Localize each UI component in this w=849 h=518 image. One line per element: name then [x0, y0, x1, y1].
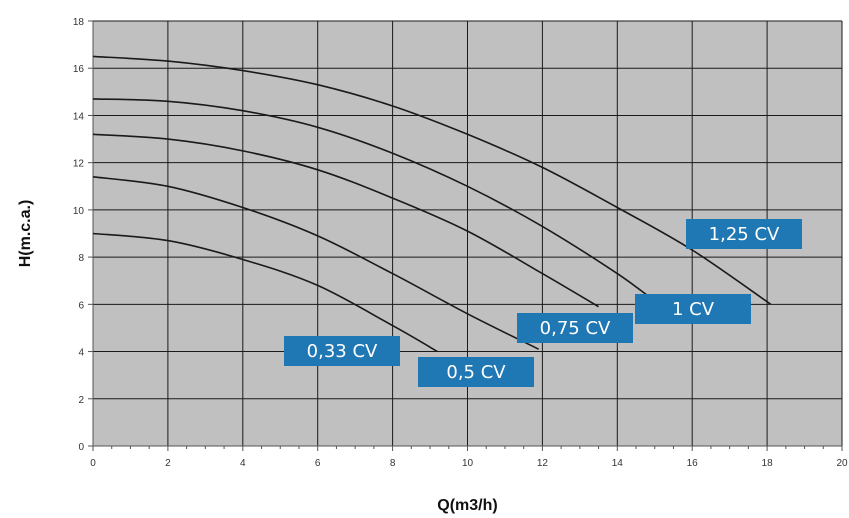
x-tick-label: 10 — [462, 458, 474, 469]
y-tick-label: 0 — [78, 442, 84, 453]
series-lines — [92, 55, 772, 353]
x-axis-title: Q(m3/h) — [437, 497, 497, 514]
series-line-0 — [92, 232, 438, 353]
series-label-2: 0,75 CV — [517, 313, 633, 343]
x-tick-label: 18 — [762, 458, 774, 469]
series-label-text: 0,5 CV — [446, 362, 506, 383]
y-tick-label: 18 — [73, 17, 85, 28]
y-tick-label: 10 — [73, 206, 85, 217]
y-tick-label: 14 — [73, 111, 85, 122]
grid — [93, 20, 843, 446]
series-line-2 — [92, 133, 600, 308]
series-labels: 0,33 CV 0,5 CV 0,75 CV 1 CV 1,25 CV — [284, 219, 802, 387]
series-label-text: 1,25 CV — [709, 224, 780, 245]
y-tick-label: 8 — [78, 253, 84, 264]
x-axis-ticks: 0 2 4 6 8 10 12 14 16 18 20 — [90, 446, 848, 469]
x-tick-label: 0 — [90, 458, 96, 469]
y-tick-label: 6 — [78, 300, 84, 311]
series-line-4 — [92, 55, 772, 305]
y-tick-label: 16 — [73, 64, 85, 75]
y-tick-label: 4 — [78, 348, 84, 359]
series-label-box — [418, 357, 534, 387]
x-tick-label: 2 — [165, 458, 171, 469]
series-label-box — [635, 294, 751, 324]
series-label-1: 0,5 CV — [418, 357, 534, 387]
series-label-text: 0,75 CV — [540, 318, 611, 339]
series-label-0: 0,33 CV — [284, 336, 400, 366]
x-tick-label: 16 — [687, 458, 699, 469]
x-tick-label: 6 — [315, 458, 321, 469]
y-axis-title: H(m.c.a.) — [17, 200, 34, 268]
series-label-box — [284, 336, 400, 366]
y-tick-label: 12 — [73, 159, 85, 170]
series-label-box — [686, 219, 802, 249]
series-line-3 — [92, 98, 663, 308]
series-label-text: 0,33 CV — [307, 341, 378, 362]
series-line-1 — [92, 176, 540, 350]
y-tick-label: 2 — [78, 395, 84, 406]
x-tick-label: 14 — [612, 458, 624, 469]
x-tick-label: 20 — [836, 458, 848, 469]
series-label-4: 1,25 CV — [686, 219, 802, 249]
series-label-3: 1 CV — [635, 294, 751, 324]
x-tick-label: 12 — [537, 458, 549, 469]
series-label-box — [517, 313, 633, 343]
series-label-text: 1 CV — [672, 299, 715, 320]
x-tick-label: 4 — [240, 458, 246, 469]
y-axis-ticks: 0 2 4 6 8 10 12 14 16 18 — [73, 17, 93, 453]
x-tick-label: 8 — [390, 458, 396, 469]
